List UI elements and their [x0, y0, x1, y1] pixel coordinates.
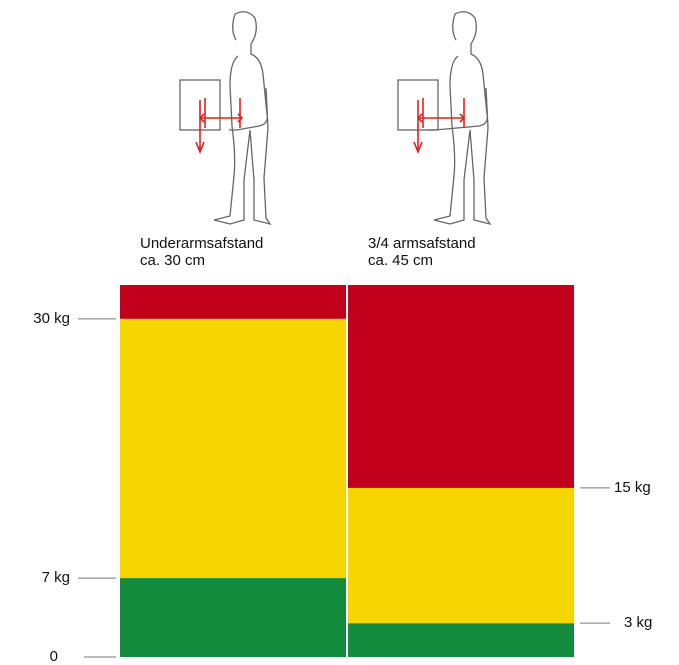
- y-tick-label: 0: [50, 648, 58, 665]
- bar-segment: [348, 285, 574, 488]
- chart: Underarmsafstandca. 30 cm 3/4 armsafstand…: [0, 0, 679, 665]
- category-label: Underarmsafstand: [140, 235, 263, 252]
- y-tick-label: 30 kg: [33, 310, 70, 327]
- bar-segment: [348, 623, 574, 657]
- y2-tick-label: 15 kg: [614, 479, 651, 496]
- figure-three-quarter-arm: [398, 12, 490, 224]
- category-label: ca. 45 cm: [368, 252, 433, 269]
- bar-segment: [120, 578, 346, 657]
- figure-forearm: [180, 12, 270, 224]
- bar-segment: [120, 285, 346, 319]
- category-label: ca. 30 cm: [140, 252, 205, 269]
- bar-segment: [348, 488, 574, 623]
- bar-segment: [120, 319, 346, 578]
- y2-tick-label: 3 kg: [624, 614, 652, 631]
- y-tick-label: 7 kg: [42, 569, 70, 586]
- category-label: 3/4 armsafstand: [368, 235, 476, 252]
